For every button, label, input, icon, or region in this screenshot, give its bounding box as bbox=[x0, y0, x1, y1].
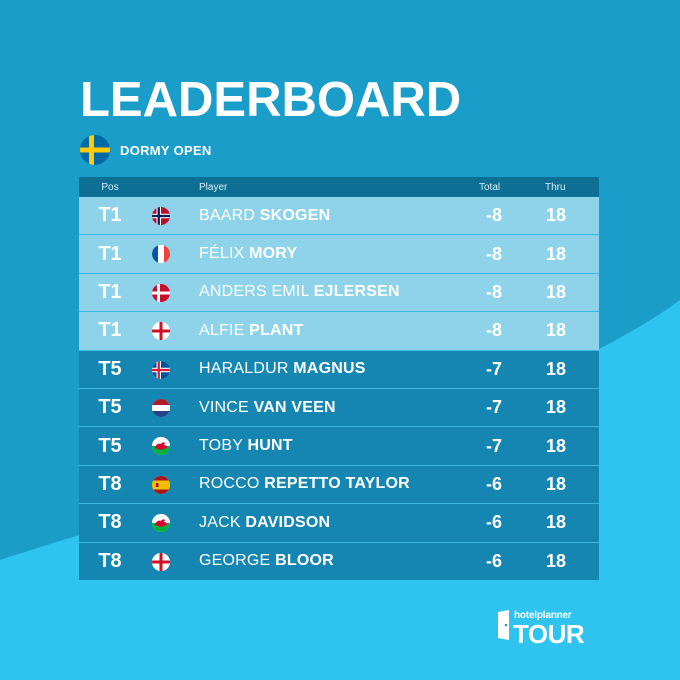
norway-flag-icon bbox=[152, 207, 170, 225]
player-last-name: HUNT bbox=[247, 437, 293, 455]
holes-thru: 18 bbox=[545, 435, 567, 456]
player-name: JACK DAVIDSON bbox=[199, 514, 330, 532]
player-first-name: ALFIE bbox=[199, 321, 245, 339]
player-name: ANDERS EMIL EJLERSEN bbox=[199, 283, 400, 301]
player-first-name: GEORGE bbox=[199, 552, 271, 570]
table-header: Pos Player Total Thru bbox=[79, 177, 599, 197]
total-score: -7 bbox=[485, 435, 502, 456]
logo-text-big: TOUR bbox=[513, 619, 585, 649]
table-row: T5 TOBY HUNT -7 18 bbox=[79, 426, 599, 465]
table-row: T8 JACK DAVIDSON -6 18 bbox=[79, 503, 599, 542]
total-score: -8 bbox=[485, 243, 502, 264]
denmark-flag-icon bbox=[152, 283, 170, 302]
column-header-thru: Thru bbox=[545, 181, 566, 193]
event-name: DORMY OPEN bbox=[120, 142, 212, 158]
position: T1 bbox=[98, 319, 122, 342]
player-first-name: HARALDUR bbox=[199, 360, 289, 378]
wales-flag-icon bbox=[152, 514, 170, 533]
position: T5 bbox=[98, 434, 122, 457]
holes-thru: 18 bbox=[545, 320, 567, 341]
holes-thru: 18 bbox=[545, 281, 567, 302]
table-row: T1 ANDERS EMIL EJLERSEN -8 18 bbox=[79, 272, 599, 312]
player-first-name: BAARD bbox=[199, 206, 256, 224]
total-score: -6 bbox=[485, 550, 502, 571]
player-first-name: VINCE bbox=[199, 398, 249, 416]
holes-thru: 18 bbox=[545, 205, 567, 226]
table-row: T8 ROCCO REPETTO TAYLOR -6 18 bbox=[79, 464, 599, 504]
total-score: -8 bbox=[485, 320, 502, 341]
player-name: FÉLIX MORY bbox=[199, 245, 297, 263]
player-last-name: SKOGEN bbox=[259, 206, 331, 224]
netherlands-flag-icon bbox=[152, 398, 170, 417]
player-name: ALFIE PLANT bbox=[199, 322, 303, 340]
player-last-name: PLANT bbox=[249, 321, 304, 339]
holes-thru: 18 bbox=[545, 397, 567, 418]
position: T1 bbox=[98, 242, 122, 265]
position: T1 bbox=[98, 204, 122, 227]
position: T1 bbox=[98, 280, 122, 303]
england-flag-icon bbox=[152, 322, 170, 341]
player-last-name: BLOOR bbox=[275, 552, 334, 570]
logo-text-small: hotelplanner bbox=[514, 610, 572, 621]
position: T8 bbox=[98, 511, 122, 534]
holes-thru: 18 bbox=[545, 358, 567, 379]
player-name: GEORGE BLOOR bbox=[199, 552, 334, 570]
spain-flag-icon bbox=[152, 475, 170, 494]
player-last-name: REPETTO TAYLOR bbox=[264, 475, 410, 493]
column-header-total: Total bbox=[479, 181, 501, 193]
player-name: TOBY HUNT bbox=[199, 437, 293, 455]
holes-thru: 18 bbox=[545, 512, 567, 533]
position: T5 bbox=[98, 396, 122, 419]
table-row: T5 VINCE VAN VEEN -7 18 bbox=[79, 387, 599, 427]
england-flag-icon bbox=[152, 552, 170, 571]
table-row: T1 ALFIE PLANT -8 18 bbox=[79, 311, 599, 350]
player-last-name: VAN VEEN bbox=[253, 398, 336, 416]
position: T8 bbox=[98, 472, 122, 495]
table-row: T1 FÉLIX MORY -8 18 bbox=[79, 234, 599, 273]
total-score: -8 bbox=[485, 281, 502, 302]
player-last-name: DAVIDSON bbox=[245, 513, 331, 531]
player-last-name: MORY bbox=[249, 245, 298, 263]
total-score: -7 bbox=[485, 358, 502, 379]
player-first-name: TOBY bbox=[199, 437, 243, 455]
player-name: ROCCO REPETTO TAYLOR bbox=[199, 475, 410, 493]
holes-thru: 18 bbox=[545, 550, 567, 571]
player-name: BAARD SKOGEN bbox=[199, 207, 330, 225]
total-score: -7 bbox=[485, 397, 502, 418]
wales-flag-icon bbox=[152, 437, 170, 456]
leaderboard-table: Pos Player Total Thru T1 BAARD SKOGEN -8 18… bbox=[79, 177, 599, 580]
player-first-name: FÉLIX bbox=[199, 245, 245, 263]
player-first-name: ROCCO bbox=[199, 475, 260, 493]
player-last-name: MAGNUS bbox=[293, 360, 366, 378]
france-flag-icon bbox=[152, 245, 170, 264]
player-first-name: ANDERS EMIL bbox=[199, 283, 310, 301]
player-name: VINCE VAN VEEN bbox=[199, 399, 336, 417]
position: T8 bbox=[98, 549, 122, 572]
player-first-name: JACK bbox=[199, 513, 241, 531]
table-row: T5 HARALDUR MAGNUS -7 18 bbox=[79, 349, 599, 388]
event-header: DORMY OPEN bbox=[80, 134, 212, 166]
player-last-name: EJLERSEN bbox=[313, 283, 400, 301]
total-score: -6 bbox=[485, 512, 502, 533]
table-body: T1 BAARD SKOGEN -8 18 T1 FÉLIX MORY -8 18 T1 ANDE… bbox=[79, 197, 599, 580]
column-header-pos: Pos bbox=[101, 181, 119, 193]
table-row: T8 GEORGE BLOOR -6 18 bbox=[79, 541, 599, 580]
holes-thru: 18 bbox=[545, 243, 567, 264]
holes-thru: 18 bbox=[545, 473, 567, 494]
sweden-flag-icon bbox=[80, 135, 110, 165]
position: T5 bbox=[98, 357, 122, 380]
page-title: LEADERBOARD bbox=[80, 73, 462, 127]
total-score: -8 bbox=[485, 205, 502, 226]
iceland-flag-icon bbox=[152, 360, 170, 379]
door-logo-icon bbox=[498, 610, 509, 640]
column-header-player: Player bbox=[199, 181, 228, 193]
player-name: HARALDUR MAGNUS bbox=[199, 360, 366, 378]
table-row: T1 BAARD SKOGEN -8 18 bbox=[79, 197, 599, 235]
hotelplanner-tour-logo: hotelplanner TOUR bbox=[497, 606, 607, 649]
total-score: -6 bbox=[485, 473, 502, 494]
